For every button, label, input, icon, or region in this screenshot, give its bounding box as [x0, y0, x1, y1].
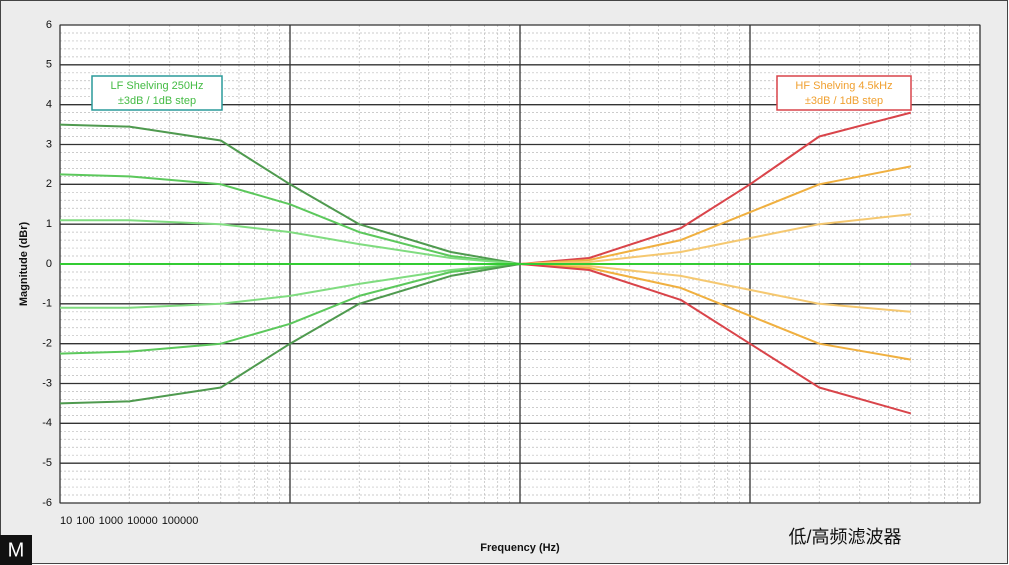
series-line — [59, 263, 521, 405]
y-tick-label: 2 — [46, 178, 52, 190]
y-tick-label: -1 — [42, 298, 52, 310]
tick-labels: -6 -5 -4 -3 -2 -1 0 1 2 3 4 5 6 10 100 1000 10000 100000 — [42, 19, 198, 527]
y-axis-label: Magnitude (dBr) — [18, 222, 30, 307]
y-tick-label: -6 — [42, 497, 52, 509]
x-tick-label: 100000 — [162, 515, 199, 527]
annotation: ±3dB / 1dB step — [805, 95, 883, 107]
logo-box — [0, 535, 32, 565]
x-tick-label: 1000 — [99, 515, 123, 527]
caption: 低/高频滤波器 — [788, 527, 901, 547]
series-line — [519, 263, 912, 415]
series-line — [60, 263, 521, 309]
y-tick-label: 6 — [46, 19, 52, 31]
series-line — [519, 263, 911, 313]
y-tick-label: -5 — [42, 457, 52, 469]
series-line — [519, 111, 912, 265]
series-line — [59, 123, 521, 265]
x-axis-label: Frequency (Hz) — [480, 542, 560, 554]
y-tick-label: -2 — [42, 338, 52, 350]
series-line — [519, 165, 911, 265]
annotation-box — [776, 75, 912, 111]
y-tick-label: 5 — [46, 59, 52, 71]
annotation-box — [91, 75, 223, 111]
y-tick-label: 3 — [46, 138, 52, 150]
series-line — [519, 213, 911, 265]
x-tick-label: 10000 — [127, 515, 158, 527]
annotation: HF Shelving 4.5kHz — [795, 80, 892, 92]
series-line — [59, 263, 521, 355]
x-tick-label: 100 — [76, 515, 94, 527]
annotation: LF Shelving 250Hz — [111, 80, 204, 92]
annotation: ±3dB / 1dB step — [118, 95, 196, 107]
lines — [59, 111, 912, 415]
logo: M — [8, 539, 25, 561]
series-line — [59, 173, 521, 265]
y-tick-label: 4 — [46, 99, 52, 111]
series-line — [519, 263, 911, 361]
y-tick-label: -4 — [42, 417, 52, 429]
y-tick-label: -3 — [42, 377, 52, 389]
x-tick-label: 10 — [60, 515, 72, 527]
y-tick-label: 1 — [46, 218, 52, 230]
series-line — [60, 219, 521, 265]
y-tick-label: 0 — [46, 258, 52, 270]
